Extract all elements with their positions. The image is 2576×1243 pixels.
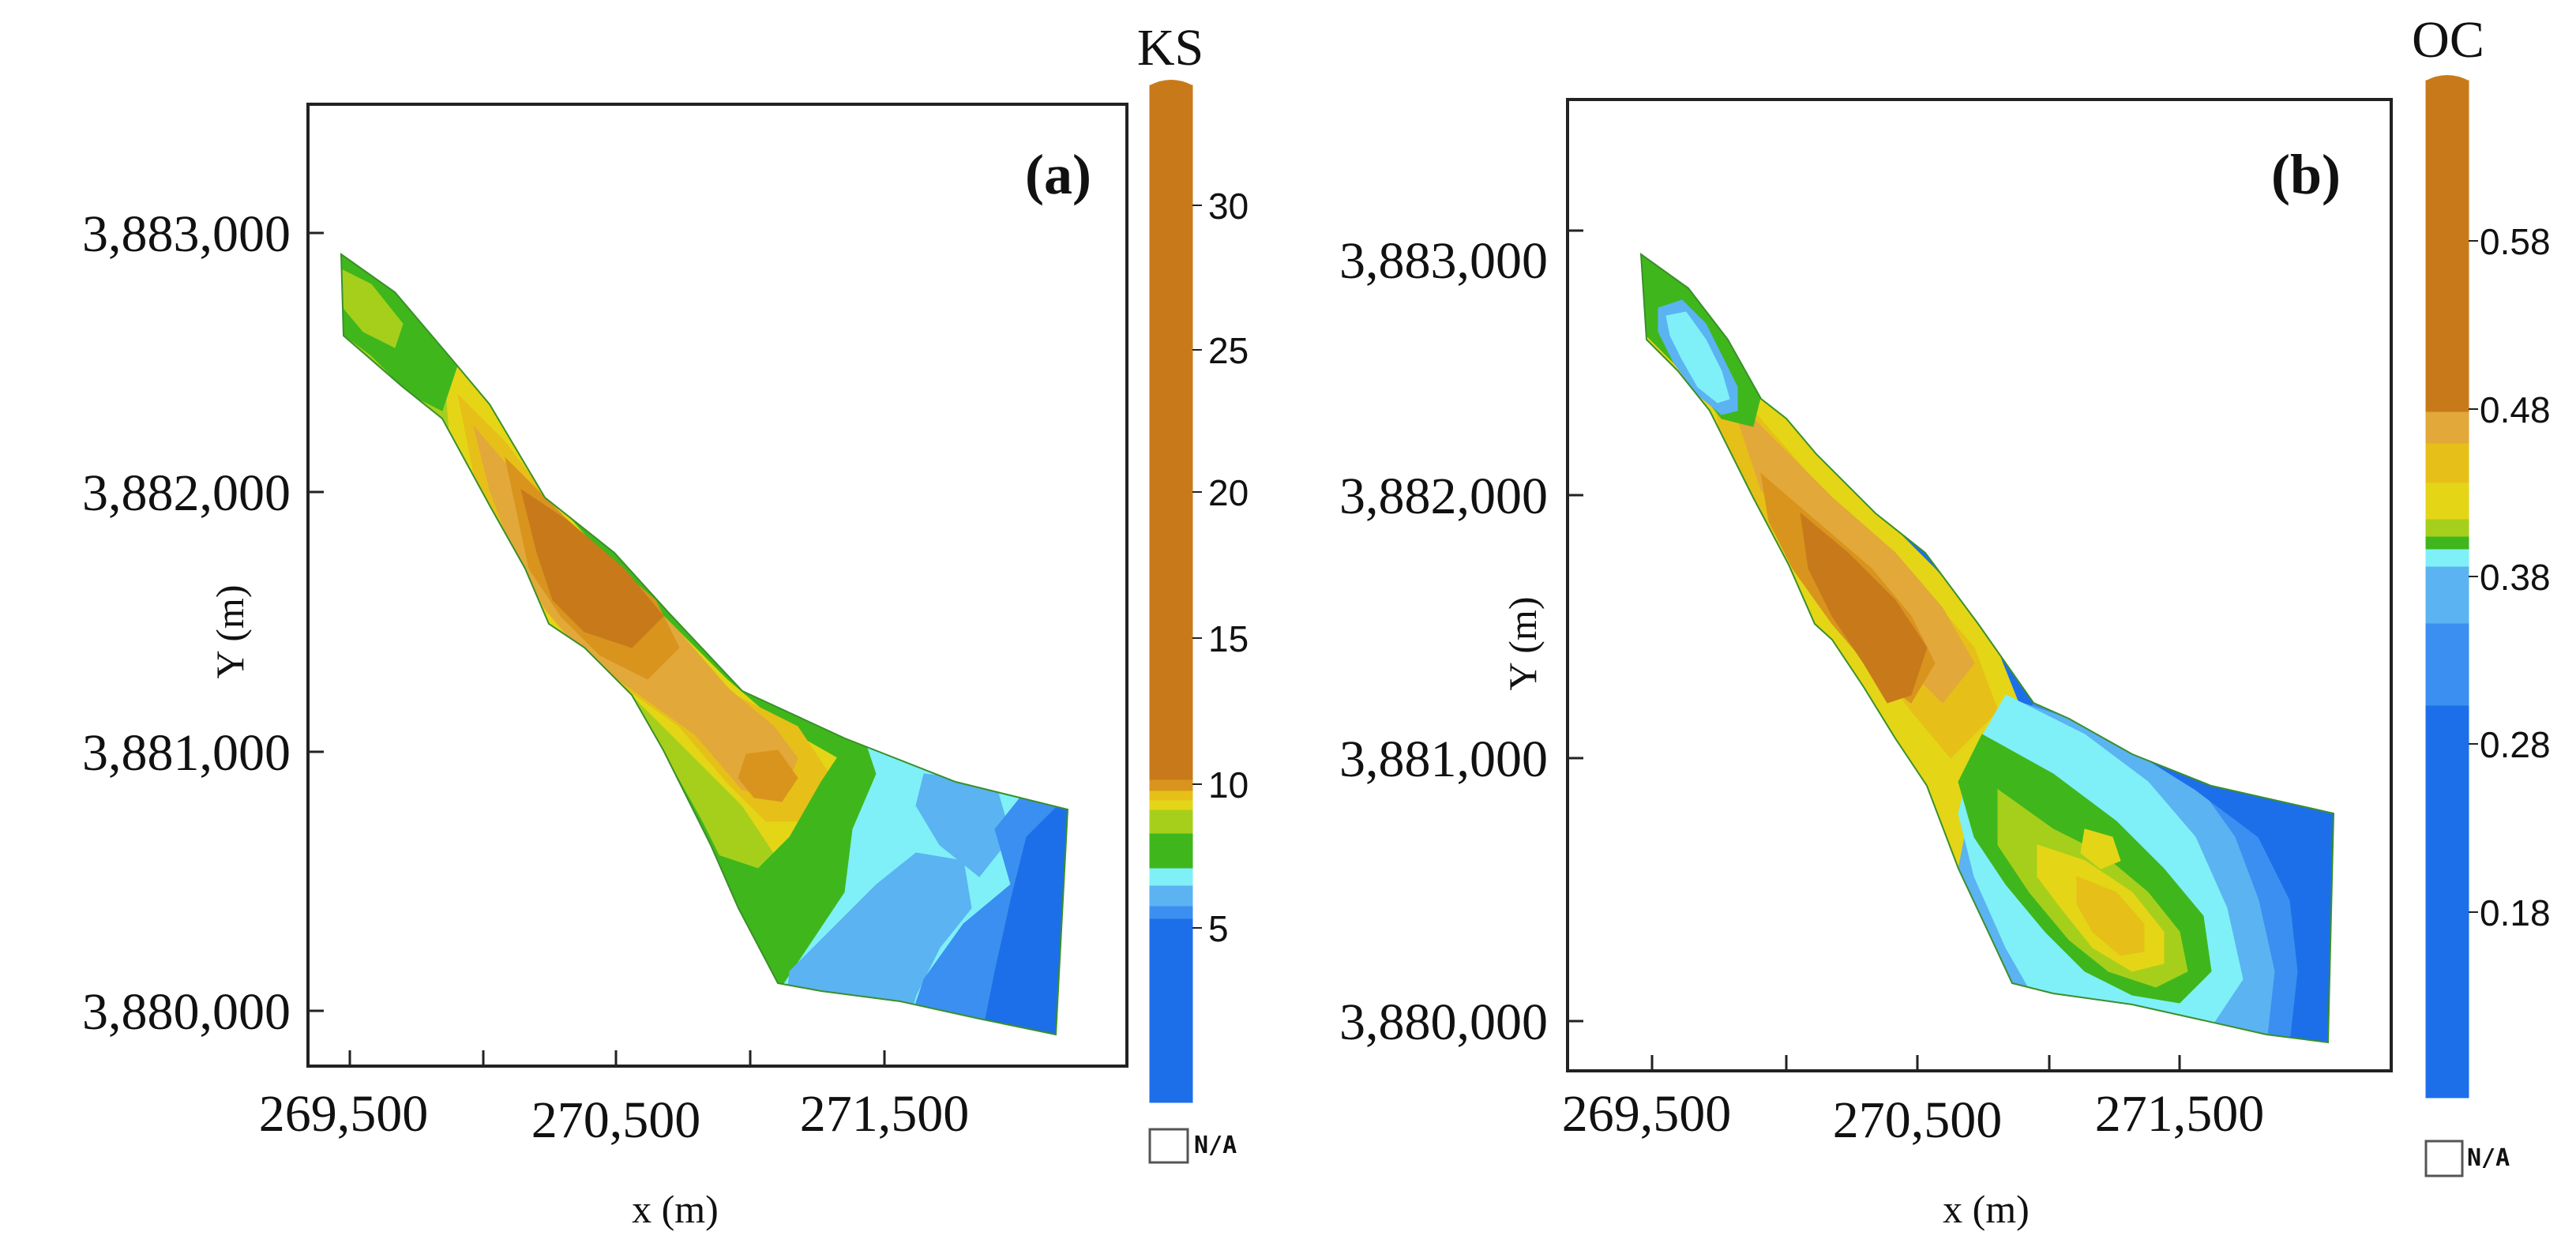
colorbar-a: KS 30 25 20 15 10 5 bbox=[1137, 19, 1249, 1103]
y-axis-label: Y (m) bbox=[208, 585, 252, 679]
colorbar-tick: 0.18 bbox=[2480, 892, 2551, 933]
colorbar-tick: 0.28 bbox=[2480, 724, 2551, 765]
y-tick-label: 3,883,000 bbox=[82, 205, 291, 263]
colorbar-b: OC 0.58 0.48 0.38 0.28 0.18 bbox=[2412, 11, 2551, 1098]
map-frame-a bbox=[306, 103, 1128, 1068]
na-legend-a: N/A bbox=[1148, 1128, 1237, 1164]
y-tick-label: 3,883,000 bbox=[1339, 232, 1548, 290]
na-label: N/A bbox=[1194, 1132, 1237, 1159]
colorbar-tick: 0.38 bbox=[2480, 557, 2551, 598]
na-label: N/A bbox=[2467, 1144, 2510, 1172]
colorbar-tick: 0.58 bbox=[2480, 221, 2551, 262]
x-tick-label: 271,500 bbox=[2095, 1085, 2265, 1143]
x-axis-a: 269,500 270,500 271,500 bbox=[259, 1050, 970, 1149]
map-frame-b bbox=[1566, 98, 2393, 1072]
x-tick-label: 270,500 bbox=[1833, 1091, 2003, 1149]
y-axis-label: Y (m) bbox=[1500, 597, 1545, 691]
colorbar-tick: 10 bbox=[1208, 764, 1249, 806]
colorbar-tick: 30 bbox=[1208, 186, 1249, 227]
y-tick-label: 3,882,000 bbox=[1339, 468, 1548, 525]
colorbar-tick: 25 bbox=[1208, 330, 1249, 371]
panel-tag: (a) bbox=[1025, 143, 1091, 206]
colorbar-tick: 5 bbox=[1208, 908, 1229, 949]
y-tick-label: 3,881,000 bbox=[1339, 730, 1548, 788]
y-axis-b: 3,883,000 3,882,000 3,881,000 3,880,000 bbox=[1339, 229, 1583, 1051]
panel-b: 3,883,000 3,882,000 3,881,000 3,880,000 … bbox=[1339, 11, 2551, 1231]
map-outline-a bbox=[340, 253, 1069, 1036]
x-axis-label: x (m) bbox=[632, 1187, 719, 1231]
x-tick-label: 270,500 bbox=[531, 1091, 701, 1149]
y-tick-label: 3,881,000 bbox=[82, 724, 291, 782]
panel-a: 3,883,000 3,882,000 3,881,000 3,880,000 … bbox=[82, 19, 1249, 1231]
x-axis-b: 269,500 270,500 271,500 bbox=[1562, 1055, 2265, 1149]
y-axis-a: 3,883,000 3,882,000 3,881,000 3,880,000 bbox=[82, 205, 324, 1041]
x-tick-label: 269,500 bbox=[259, 1085, 429, 1143]
colorbar-title: OC bbox=[2412, 11, 2484, 69]
x-tick-label: 271,500 bbox=[800, 1085, 970, 1143]
y-tick-label: 3,880,000 bbox=[82, 983, 291, 1041]
colorbar-title: KS bbox=[1137, 19, 1204, 77]
colorbar-tick: 0.48 bbox=[2480, 389, 2551, 430]
y-tick-label: 3,880,000 bbox=[1339, 993, 1548, 1051]
x-axis-label: x (m) bbox=[1943, 1187, 2030, 1231]
panel-tag: (b) bbox=[2271, 143, 2341, 206]
colorbar-tick: 15 bbox=[1208, 618, 1249, 659]
na-legend-b: N/A bbox=[2424, 1140, 2510, 1177]
x-tick-label: 269,500 bbox=[1562, 1085, 1732, 1143]
y-tick-label: 3,882,000 bbox=[82, 464, 291, 522]
map-outline-b bbox=[1639, 252, 2335, 1044]
ks-map bbox=[341, 254, 1068, 1035]
colorbar-tick: 20 bbox=[1208, 472, 1249, 513]
